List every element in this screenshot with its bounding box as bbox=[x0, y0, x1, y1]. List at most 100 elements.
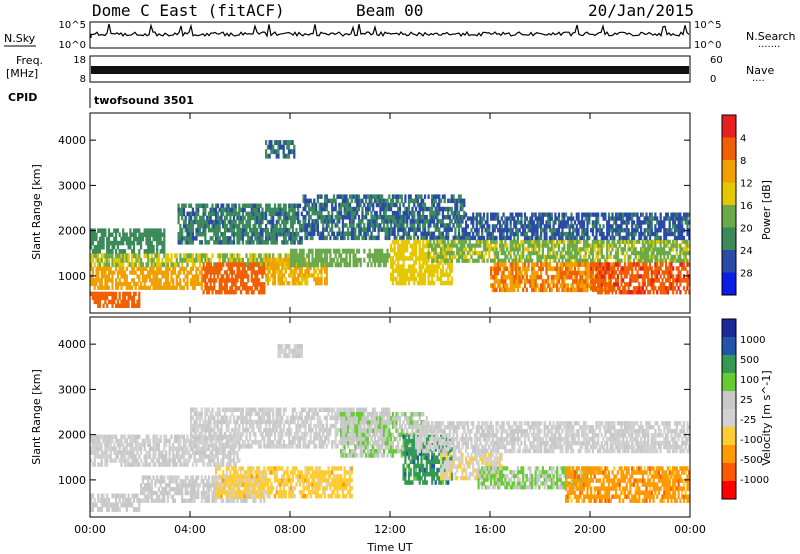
power-cell bbox=[341, 223, 344, 228]
power-cell bbox=[273, 240, 277, 245]
power-cell bbox=[413, 239, 416, 245]
power-cell bbox=[509, 247, 512, 252]
power-cell bbox=[147, 228, 150, 233]
power-cell bbox=[177, 236, 180, 241]
power-cell bbox=[259, 223, 262, 229]
power-cell bbox=[322, 262, 325, 268]
power-cell bbox=[600, 282, 603, 287]
power-cell bbox=[115, 285, 118, 290]
power-cell bbox=[432, 272, 436, 278]
power-cell bbox=[595, 228, 598, 233]
power-cell bbox=[111, 295, 114, 301]
power-cell bbox=[354, 210, 357, 216]
power-cell bbox=[377, 253, 380, 259]
power-cell bbox=[398, 210, 402, 216]
power-cell bbox=[265, 211, 268, 217]
power-cell bbox=[538, 258, 541, 263]
power-cell bbox=[643, 235, 646, 241]
power-cell bbox=[290, 219, 293, 225]
power-cell bbox=[536, 220, 539, 225]
power-cell bbox=[568, 270, 571, 276]
power-cell bbox=[100, 281, 103, 287]
power-cell bbox=[531, 262, 534, 267]
power-cell bbox=[157, 236, 161, 242]
power-cell bbox=[497, 228, 500, 233]
power-cell bbox=[554, 216, 557, 221]
power-cell bbox=[225, 236, 228, 241]
power-cell bbox=[422, 235, 425, 241]
power-cell bbox=[238, 257, 241, 263]
power-cell bbox=[636, 228, 639, 233]
power-cell bbox=[390, 264, 393, 269]
power-cell bbox=[213, 219, 216, 225]
power-cell bbox=[106, 240, 109, 246]
power-cell bbox=[654, 239, 657, 244]
power-cell bbox=[615, 212, 618, 217]
power-cell bbox=[454, 227, 457, 232]
power-cell bbox=[170, 253, 173, 259]
power-cell bbox=[102, 240, 105, 246]
power-cell bbox=[652, 254, 655, 259]
power-cell bbox=[265, 257, 268, 263]
power-cell bbox=[450, 254, 453, 259]
power-cell bbox=[261, 270, 264, 275]
power-cell bbox=[390, 243, 393, 249]
power-cell bbox=[650, 286, 653, 291]
power-cell bbox=[588, 212, 591, 217]
power-cell bbox=[650, 278, 653, 283]
power-cell bbox=[152, 270, 155, 275]
power-cell bbox=[563, 279, 566, 284]
power-cell bbox=[107, 240, 111, 246]
power-cell bbox=[427, 194, 430, 199]
power-cell bbox=[607, 216, 611, 221]
power-cell bbox=[306, 265, 309, 270]
power-cell bbox=[304, 223, 307, 228]
power-cell bbox=[579, 279, 582, 284]
power-cell bbox=[115, 228, 118, 233]
power-cell bbox=[320, 257, 323, 263]
power-cell bbox=[516, 247, 519, 252]
power-cell bbox=[232, 240, 236, 245]
power-cell bbox=[413, 202, 416, 208]
power-cell bbox=[250, 286, 253, 291]
power-cell bbox=[300, 227, 303, 233]
power-cell bbox=[302, 198, 305, 204]
power-cell bbox=[650, 228, 653, 233]
velocity-cell bbox=[95, 502, 98, 508]
power-cell bbox=[650, 254, 653, 259]
power-cell bbox=[679, 278, 682, 283]
power-cell bbox=[298, 240, 302, 245]
power-cell bbox=[145, 249, 148, 254]
power-cell bbox=[511, 216, 514, 221]
power-cell bbox=[188, 215, 191, 221]
power-cell bbox=[666, 266, 669, 271]
power-cell bbox=[248, 262, 252, 267]
power-cell bbox=[316, 223, 319, 228]
power-cell bbox=[243, 215, 246, 221]
power-cell bbox=[543, 212, 546, 217]
power-cell bbox=[338, 253, 341, 259]
power-echo-region-9 bbox=[390, 239, 453, 286]
power-cell bbox=[520, 254, 523, 259]
power-cell bbox=[91, 291, 94, 297]
power-cell bbox=[240, 270, 243, 275]
power-cell bbox=[195, 266, 198, 271]
power-cell bbox=[131, 257, 134, 263]
power-cell bbox=[400, 268, 403, 273]
power-cell bbox=[559, 254, 562, 259]
power-cell bbox=[231, 270, 234, 275]
power-cell bbox=[409, 223, 412, 228]
velocity-cell bbox=[93, 498, 96, 503]
power-cell bbox=[409, 268, 412, 273]
power-cell bbox=[531, 235, 534, 241]
power-cell bbox=[275, 219, 278, 225]
power-cell bbox=[411, 219, 414, 224]
power-cell bbox=[432, 223, 436, 228]
power-cell bbox=[679, 224, 682, 229]
power-cell bbox=[434, 268, 437, 273]
power-cell bbox=[106, 236, 109, 242]
power-cell bbox=[347, 202, 350, 208]
power-cell bbox=[436, 243, 439, 248]
power-cell bbox=[325, 215, 328, 220]
